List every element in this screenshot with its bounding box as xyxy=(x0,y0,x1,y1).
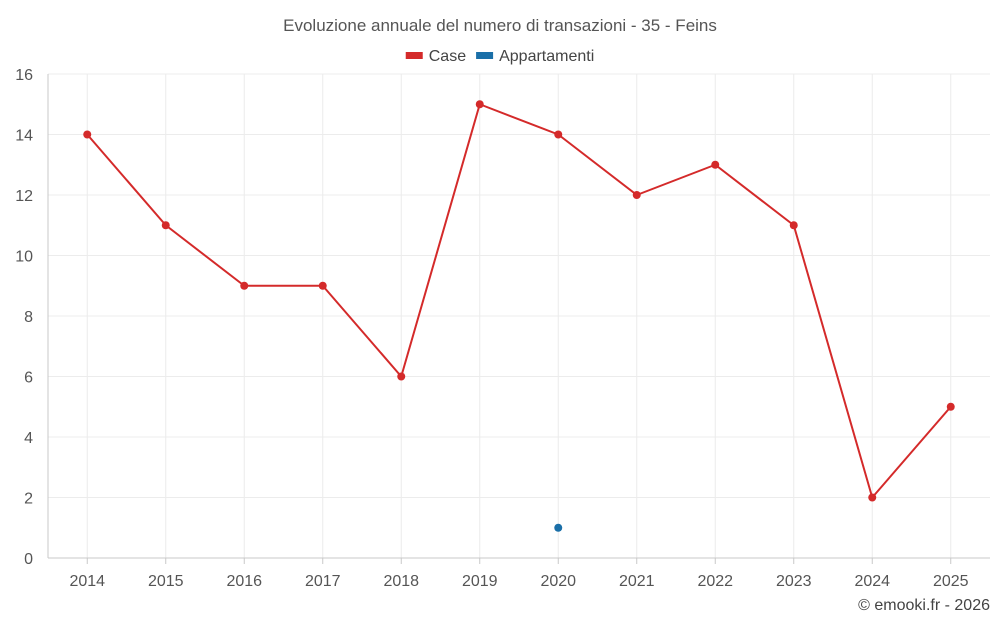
legend-item-appartamenti[interactable]: Appartamenti xyxy=(476,48,594,65)
x-tick-label: 2020 xyxy=(540,573,576,590)
x-tick-label: 2014 xyxy=(69,573,105,590)
legend-label: Appartamenti xyxy=(499,48,594,65)
legend: Case Appartamenti xyxy=(405,48,594,65)
x-tick-label: 2025 xyxy=(933,573,969,590)
x-tick-label: 2015 xyxy=(148,573,184,590)
data-point-case[interactable] xyxy=(83,130,92,139)
y-tick-label: 16 xyxy=(15,67,33,84)
data-point-case[interactable] xyxy=(554,130,563,139)
y-tick-label: 8 xyxy=(24,309,33,326)
x-tick-label: 2019 xyxy=(462,573,498,590)
legend-item-case[interactable]: Case xyxy=(405,48,466,65)
x-tick-label: 2017 xyxy=(305,573,341,590)
data-point-appartamenti[interactable] xyxy=(554,523,563,532)
x-tick-label: 2023 xyxy=(776,573,812,590)
data-point-case[interactable] xyxy=(318,281,327,290)
x-tick-label: 2022 xyxy=(697,573,733,590)
credit-text: © emooki.fr - 2026 xyxy=(858,597,990,614)
data-point-case[interactable] xyxy=(868,493,877,502)
data-point-case[interactable] xyxy=(161,221,170,230)
legend-swatch xyxy=(476,52,494,59)
x-tick-label: 2021 xyxy=(619,573,655,590)
x-tick-label: 2016 xyxy=(226,573,262,590)
data-point-case[interactable] xyxy=(240,281,249,290)
data-point-case[interactable] xyxy=(632,191,641,199)
data-point-case[interactable] xyxy=(397,372,406,381)
series-line-case xyxy=(86,103,952,499)
y-tick-label: 4 xyxy=(24,430,33,447)
axes: 0 2 4 6 8 10 12 14 16 2014 2015 2016 2017 2018 2019 202… xyxy=(15,67,990,590)
legend-swatch xyxy=(405,52,423,59)
data-point-case[interactable] xyxy=(946,402,955,411)
chart-title: Evoluzione annuale del numero di transaz… xyxy=(283,16,717,35)
y-tick-label: 6 xyxy=(24,370,33,387)
y-tick-label: 12 xyxy=(15,188,33,205)
grid xyxy=(48,73,990,558)
y-tick-label: 0 xyxy=(24,551,33,568)
x-tick-label: 2018 xyxy=(383,573,419,590)
series-layer xyxy=(83,100,955,532)
x-tick-label: 2024 xyxy=(854,573,890,590)
data-point-case[interactable] xyxy=(789,221,798,230)
y-tick-label: 10 xyxy=(15,249,33,266)
legend-label: Case xyxy=(429,48,466,65)
y-tick-label: 2 xyxy=(24,491,33,508)
data-point-case[interactable] xyxy=(711,160,720,169)
data-point-case[interactable] xyxy=(475,100,484,109)
y-tick-label: 14 xyxy=(15,128,33,145)
